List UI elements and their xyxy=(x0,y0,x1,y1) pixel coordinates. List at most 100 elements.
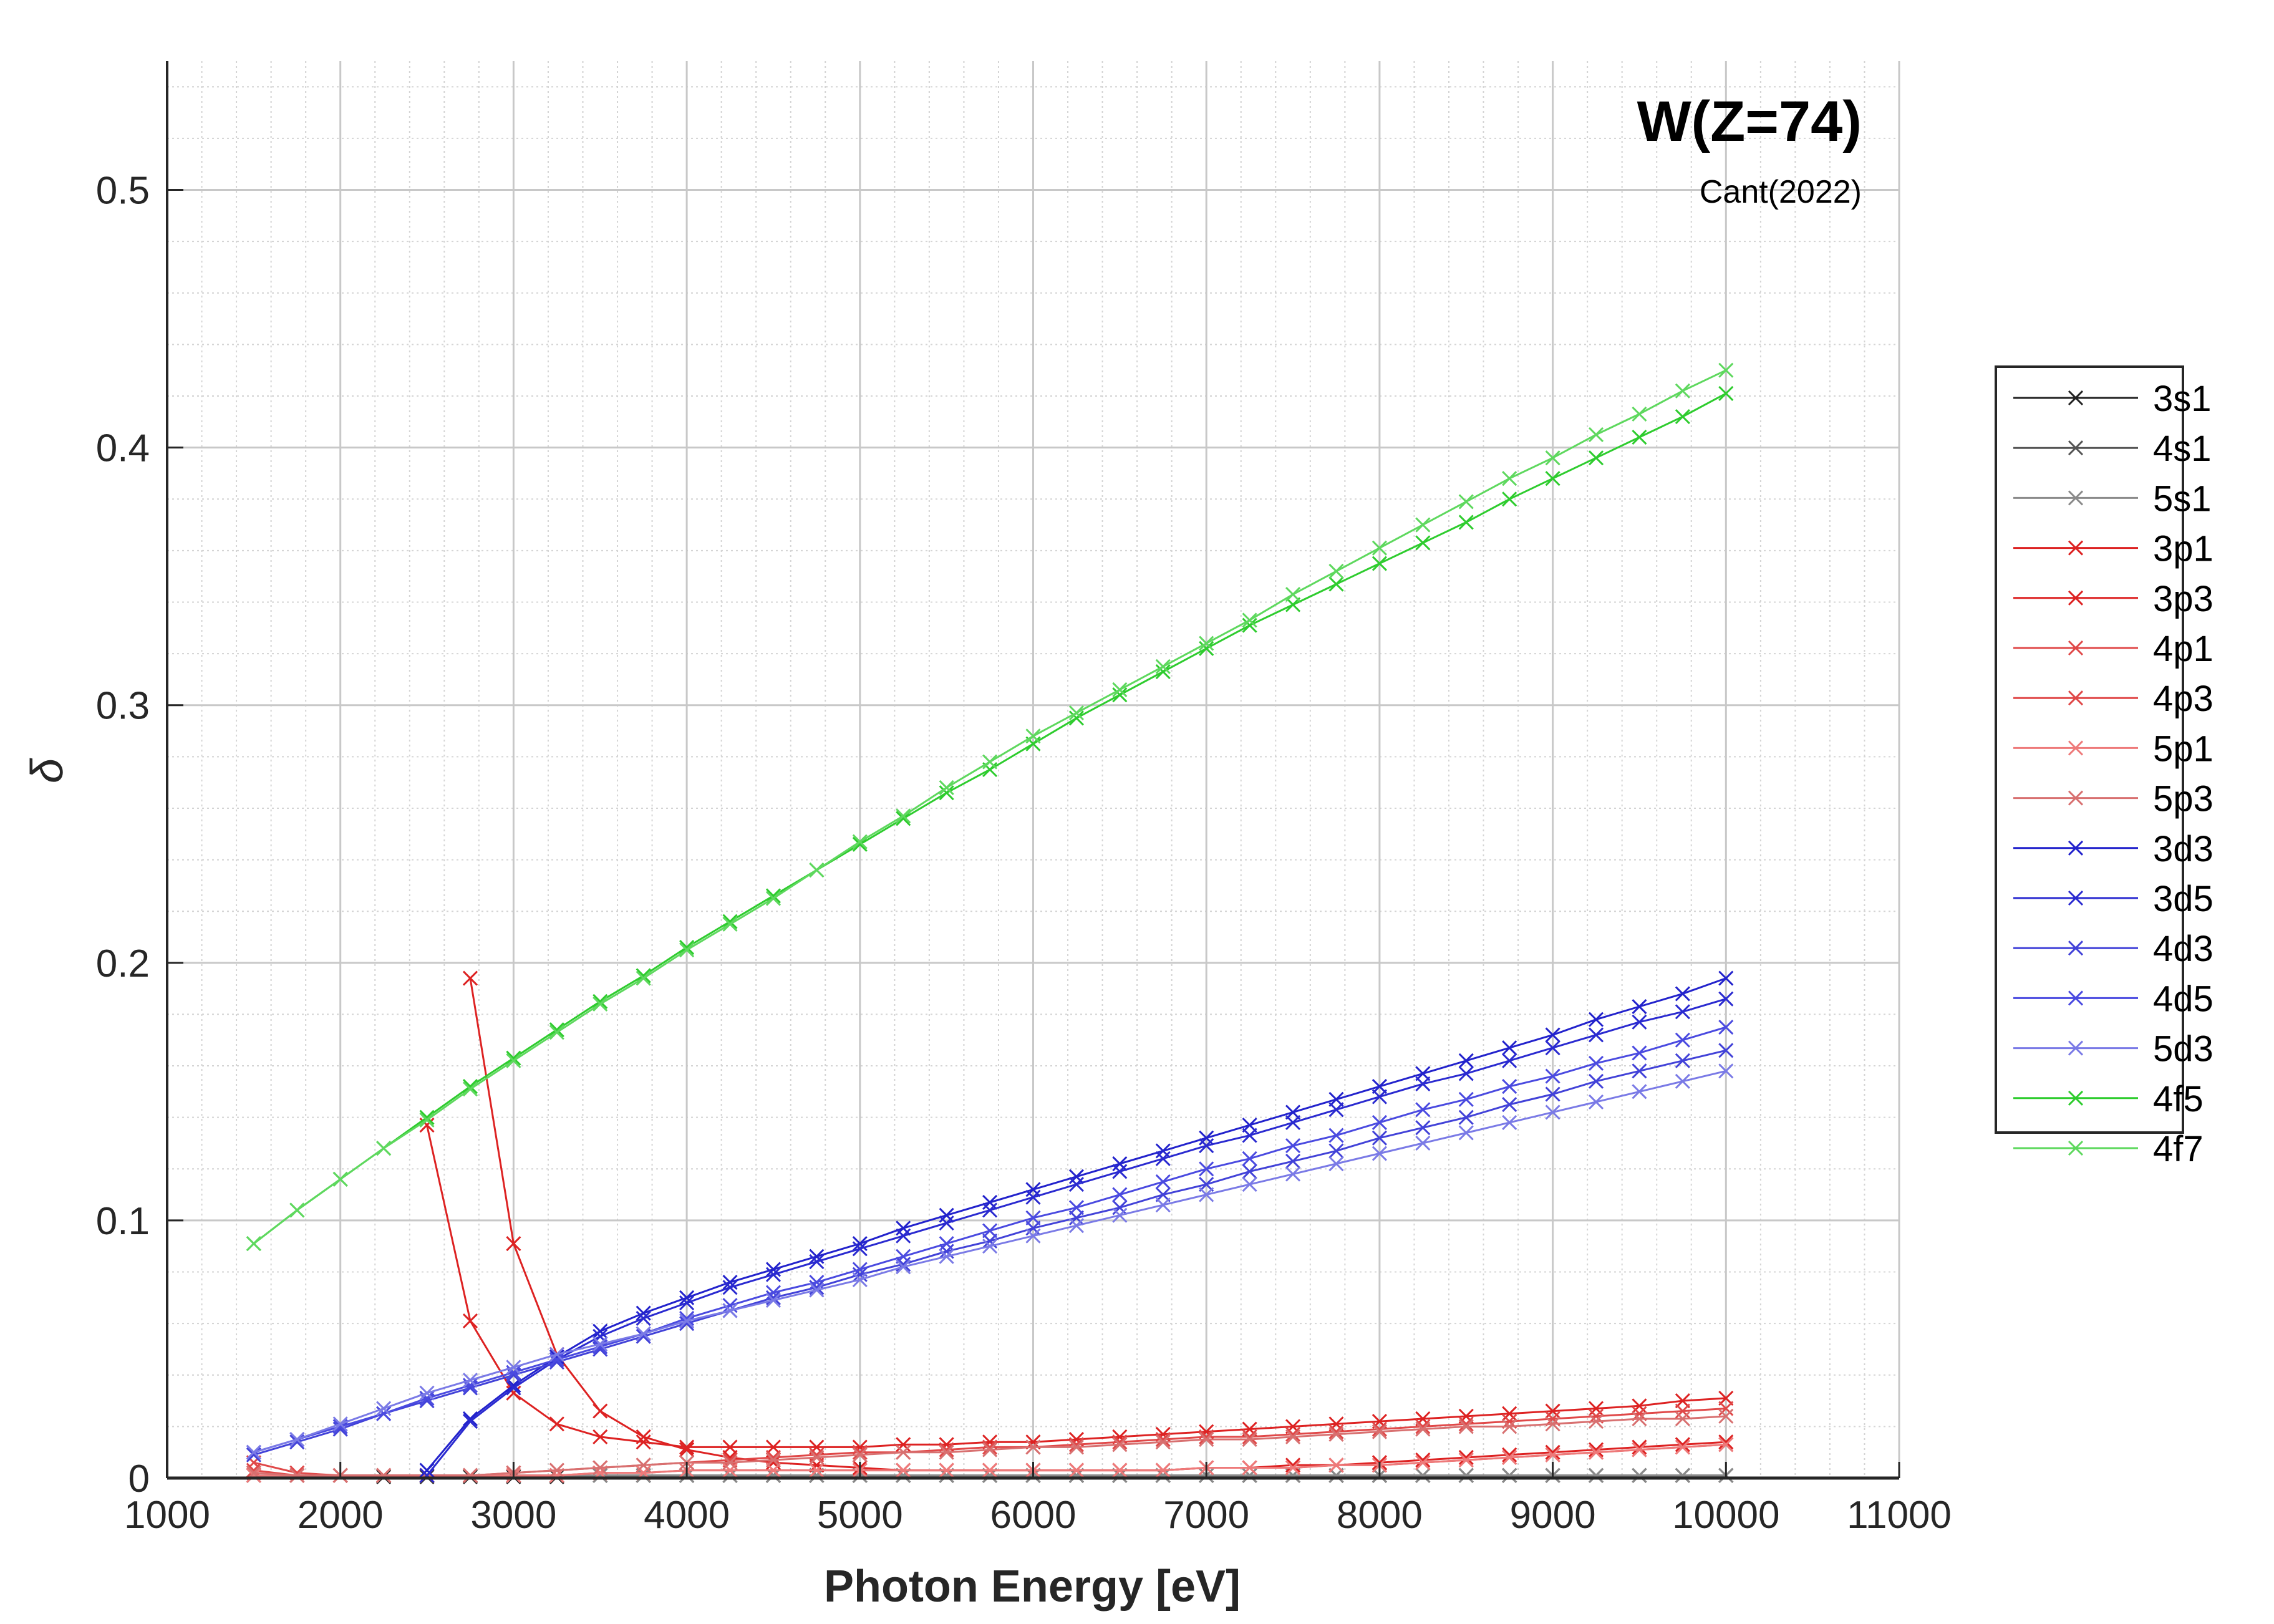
data-point-5d3 xyxy=(809,1282,825,1298)
data-point-5p3 xyxy=(1588,1414,1604,1429)
y-ticks: 0 0.1 0.2 0.3 0.4 0.5 xyxy=(96,170,183,1501)
data-point-5p3 xyxy=(1199,1431,1214,1448)
data-point-4p3 xyxy=(1285,1426,1301,1442)
x-tick-label: 9000 xyxy=(1510,1494,1596,1537)
data-point-5d3 xyxy=(679,1313,695,1329)
data-point-5p3 xyxy=(1285,1429,1301,1444)
data-point-5p1 xyxy=(939,1462,954,1478)
data-point-5p1 xyxy=(1675,1439,1690,1455)
data-point-4d3 xyxy=(1545,1086,1560,1102)
data-point-5p3 xyxy=(1458,1419,1474,1434)
data-point-3d3 xyxy=(636,1305,651,1321)
data-point-3d3 xyxy=(982,1194,998,1211)
data-point-3d5 xyxy=(1372,1089,1387,1104)
data-point-4f7 xyxy=(765,891,781,906)
data-point-5d3 xyxy=(593,1336,608,1352)
legend-item-5p1: 5p1 xyxy=(2013,728,2214,769)
legend-marker xyxy=(2068,390,2084,406)
data-point-4p3 xyxy=(1372,1421,1387,1437)
legend-label: 3d5 xyxy=(2153,879,2214,919)
data-point-4f7 xyxy=(1285,587,1301,602)
data-point-4p3 xyxy=(1112,1434,1128,1450)
legend-item-3d5: 3d5 xyxy=(2013,879,2214,919)
data-point-5d3 xyxy=(1372,1146,1387,1161)
data-point-5p3 xyxy=(1025,1439,1041,1455)
data-point-5p3 xyxy=(982,1442,998,1457)
data-point-4f7 xyxy=(332,1171,348,1187)
data-point-4f7 xyxy=(1155,659,1171,674)
legend-label: 4f5 xyxy=(2153,1079,2204,1119)
data-point-4d3 xyxy=(1458,1109,1474,1125)
data-point-5d3 xyxy=(1415,1135,1431,1151)
data-point-5s1 xyxy=(1242,1467,1257,1483)
legend-item-5s1: 5s1 xyxy=(2013,478,2212,519)
x-tick-label: 10000 xyxy=(1672,1494,1779,1537)
data-point-3d5 xyxy=(506,1380,521,1396)
legend-marker xyxy=(2068,590,2084,606)
data-point-4d3 xyxy=(1588,1073,1604,1089)
legend-item-4d5: 4d5 xyxy=(2013,979,2214,1019)
y-tick-label: 0.5 xyxy=(96,170,150,213)
data-point-4f7 xyxy=(246,1236,261,1252)
x-tick-label: 1000 xyxy=(124,1494,210,1537)
data-point-4f5 xyxy=(1112,687,1128,703)
legend-marker xyxy=(2068,1140,2084,1156)
data-point-5s1 xyxy=(1675,1467,1690,1483)
data-point-5p1 xyxy=(809,1462,825,1478)
data-point-3p3 xyxy=(1502,1406,1517,1421)
legend-item-3p1: 3p1 xyxy=(2013,529,2214,569)
data-point-5p3 xyxy=(289,1467,305,1483)
data-point-4f5 xyxy=(1415,535,1431,551)
legend-marker xyxy=(2068,540,2084,556)
data-point-5p1 xyxy=(1328,1457,1344,1473)
data-point-5p1 xyxy=(1718,1437,1734,1452)
legend-marker xyxy=(2068,740,2084,756)
data-point-4f5 xyxy=(1545,471,1560,486)
data-point-4d3 xyxy=(1112,1200,1128,1216)
data-point-5d3 xyxy=(1199,1187,1214,1202)
data-point-5d3 xyxy=(852,1272,868,1287)
data-point-5d3 xyxy=(1112,1207,1128,1223)
data-point-3d5 xyxy=(1242,1128,1257,1143)
data-point-5p3 xyxy=(1502,1419,1517,1434)
legend-item-3p3: 3p3 xyxy=(2013,579,2214,619)
data-point-4f7 xyxy=(1458,494,1474,510)
data-point-4d5 xyxy=(1545,1068,1560,1084)
data-point-4f7 xyxy=(462,1081,478,1097)
legend-marker xyxy=(2068,640,2084,656)
data-point-3d3 xyxy=(1545,1027,1560,1043)
legend-label: 4d3 xyxy=(2153,929,2214,969)
data-point-3d5 xyxy=(896,1228,911,1244)
data-point-5d3 xyxy=(1285,1166,1301,1182)
legend-label: 4p1 xyxy=(2153,629,2214,669)
data-point-4f5 xyxy=(1458,515,1474,530)
data-point-4f5 xyxy=(1372,556,1387,571)
data-point-4d5 xyxy=(1328,1128,1344,1143)
legend-label: 5s1 xyxy=(2153,478,2212,519)
legend-marker xyxy=(2068,690,2084,706)
data-point-4d5 xyxy=(1155,1174,1171,1190)
legend-label: 4s1 xyxy=(2153,428,2212,469)
data-point-4f5 xyxy=(1718,385,1734,401)
data-point-4d5 xyxy=(939,1236,954,1252)
data-point-3d5 xyxy=(1025,1189,1041,1205)
data-point-4d3 xyxy=(1415,1120,1431,1136)
x-axis-label: Photon Energy [eV] xyxy=(824,1562,1241,1612)
legend-item-3d3: 3d3 xyxy=(2013,829,2214,869)
data-point-3d5 xyxy=(1112,1164,1128,1179)
series-4f7 xyxy=(246,362,1734,1252)
data-point-3p1 xyxy=(1718,1434,1734,1450)
data-point-4d3 xyxy=(1242,1164,1257,1179)
data-point-3p3 xyxy=(1545,1403,1560,1419)
data-point-5d3 xyxy=(1718,1063,1734,1079)
legend-item-4s1: 4s1 xyxy=(2013,428,2212,469)
legend-marker xyxy=(2068,1090,2084,1106)
data-point-3d5 xyxy=(1415,1076,1431,1092)
data-point-3d5 xyxy=(1502,1053,1517,1068)
data-point-5p1 xyxy=(1242,1460,1257,1476)
data-point-5d3 xyxy=(636,1326,651,1341)
data-point-4f7 xyxy=(896,808,911,824)
data-point-3p1 xyxy=(1675,1437,1690,1452)
data-point-3p3 xyxy=(679,1439,695,1455)
data-point-4d5 xyxy=(1199,1161,1214,1177)
